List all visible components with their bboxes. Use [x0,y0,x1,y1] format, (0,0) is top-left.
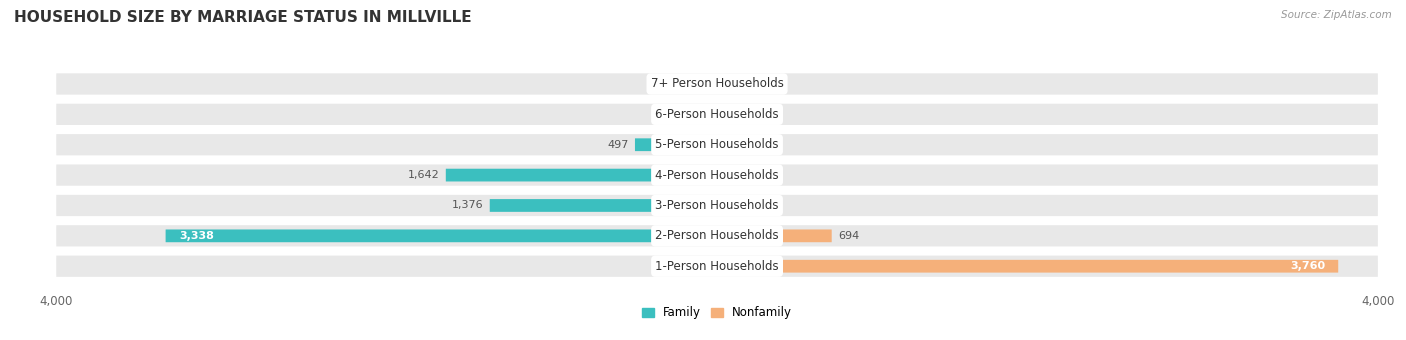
FancyBboxPatch shape [56,134,1378,155]
FancyBboxPatch shape [56,165,1378,186]
Text: 0: 0 [756,170,763,180]
FancyBboxPatch shape [446,169,717,182]
Text: 497: 497 [607,140,628,150]
Text: 0: 0 [756,140,763,150]
FancyBboxPatch shape [56,256,1378,277]
Text: 0: 0 [756,109,763,119]
Text: 153: 153 [664,109,685,119]
FancyBboxPatch shape [717,108,751,121]
FancyBboxPatch shape [717,230,832,242]
Text: 3-Person Households: 3-Person Households [655,199,779,212]
Text: 1,642: 1,642 [408,170,439,180]
Text: 0: 0 [756,79,763,89]
FancyBboxPatch shape [692,108,717,121]
FancyBboxPatch shape [717,169,751,182]
Text: 3,338: 3,338 [179,231,214,241]
Text: 6-Person Households: 6-Person Households [655,108,779,121]
FancyBboxPatch shape [166,230,717,242]
Text: 694: 694 [838,231,859,241]
FancyBboxPatch shape [693,78,717,90]
FancyBboxPatch shape [56,225,1378,246]
FancyBboxPatch shape [489,199,717,212]
Text: 142: 142 [666,79,688,89]
Text: 2-Person Households: 2-Person Households [655,230,779,242]
Text: 1,376: 1,376 [451,201,484,210]
FancyBboxPatch shape [717,78,751,90]
Text: 4-Person Households: 4-Person Households [655,169,779,182]
Text: Source: ZipAtlas.com: Source: ZipAtlas.com [1281,10,1392,20]
FancyBboxPatch shape [56,73,1378,95]
FancyBboxPatch shape [56,104,1378,125]
Legend: Family, Nonfamily: Family, Nonfamily [637,302,797,324]
FancyBboxPatch shape [56,195,1378,216]
FancyBboxPatch shape [717,199,724,212]
Text: 3,760: 3,760 [1289,261,1324,271]
Text: 44: 44 [731,201,745,210]
FancyBboxPatch shape [636,138,717,151]
Text: 7+ Person Households: 7+ Person Households [651,78,783,90]
FancyBboxPatch shape [717,138,751,151]
Text: HOUSEHOLD SIZE BY MARRIAGE STATUS IN MILLVILLE: HOUSEHOLD SIZE BY MARRIAGE STATUS IN MIL… [14,10,471,25]
Text: 1-Person Households: 1-Person Households [655,260,779,273]
FancyBboxPatch shape [717,260,1339,273]
Text: 5-Person Households: 5-Person Households [655,138,779,151]
